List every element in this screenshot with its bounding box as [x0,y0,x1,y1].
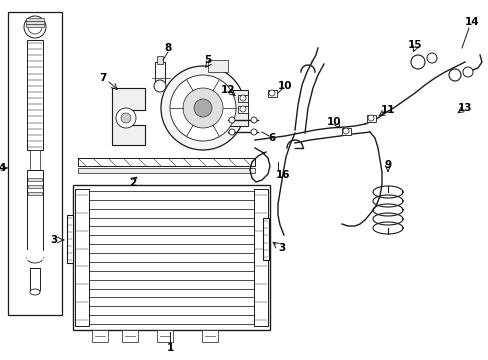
Bar [218,90,247,126]
Polygon shape [112,88,145,145]
Bar [30,268,40,290]
Bar [26,24,44,27]
Ellipse shape [30,289,40,295]
Bar [75,189,89,326]
Circle shape [250,117,257,123]
Bar [155,62,164,84]
Text: 6: 6 [268,133,275,143]
Circle shape [154,80,165,92]
Circle shape [250,129,257,135]
Text: 15: 15 [407,40,421,50]
Bar [27,40,43,150]
Bar [28,178,42,181]
Bar [341,128,350,135]
Circle shape [240,106,245,112]
Circle shape [410,55,424,69]
Text: 8: 8 [164,43,171,53]
Circle shape [342,128,348,134]
Text: 9: 9 [384,160,391,170]
Circle shape [426,53,436,63]
Text: 14: 14 [464,17,478,27]
Bar [202,330,218,342]
Ellipse shape [27,253,43,263]
Bar [267,90,276,97]
Circle shape [367,115,373,121]
Bar [26,21,44,23]
Circle shape [121,113,131,123]
Bar [157,330,173,342]
Bar [27,250,43,260]
Bar [263,218,268,260]
Bar [78,168,254,173]
Circle shape [116,108,136,128]
Text: 11: 11 [380,105,394,115]
Bar [73,185,269,330]
Circle shape [170,75,236,141]
Text: 7: 7 [99,73,106,83]
Bar [26,18,44,21]
Circle shape [268,90,274,96]
Bar [8,12,62,315]
Circle shape [448,69,460,81]
Bar [78,158,254,166]
Text: 16: 16 [275,170,290,180]
Text: 10: 10 [326,117,341,127]
Text: 3: 3 [278,243,285,253]
Text: 4: 4 [0,163,6,173]
Bar [122,330,138,342]
Circle shape [462,67,472,77]
Text: 5: 5 [204,55,211,65]
Circle shape [194,99,212,117]
Bar [92,330,108,342]
Bar [207,60,227,72]
Circle shape [161,66,244,150]
Text: 13: 13 [457,103,471,113]
Text: 3: 3 [50,235,58,245]
Circle shape [24,16,46,38]
Bar [238,106,247,113]
Circle shape [228,117,235,123]
Bar [27,170,43,250]
Text: 1: 1 [166,343,173,353]
Text: 2: 2 [129,178,136,188]
Bar [253,189,267,326]
Bar [157,56,163,64]
Bar [366,115,375,122]
Circle shape [228,129,235,135]
Circle shape [240,95,245,101]
Circle shape [183,88,223,128]
Bar [28,192,42,195]
Bar [67,215,73,263]
Text: 12: 12 [220,85,235,95]
Bar [30,150,40,170]
Circle shape [28,20,42,34]
Bar [238,95,247,102]
Text: 10: 10 [277,81,292,91]
Bar [28,185,42,188]
